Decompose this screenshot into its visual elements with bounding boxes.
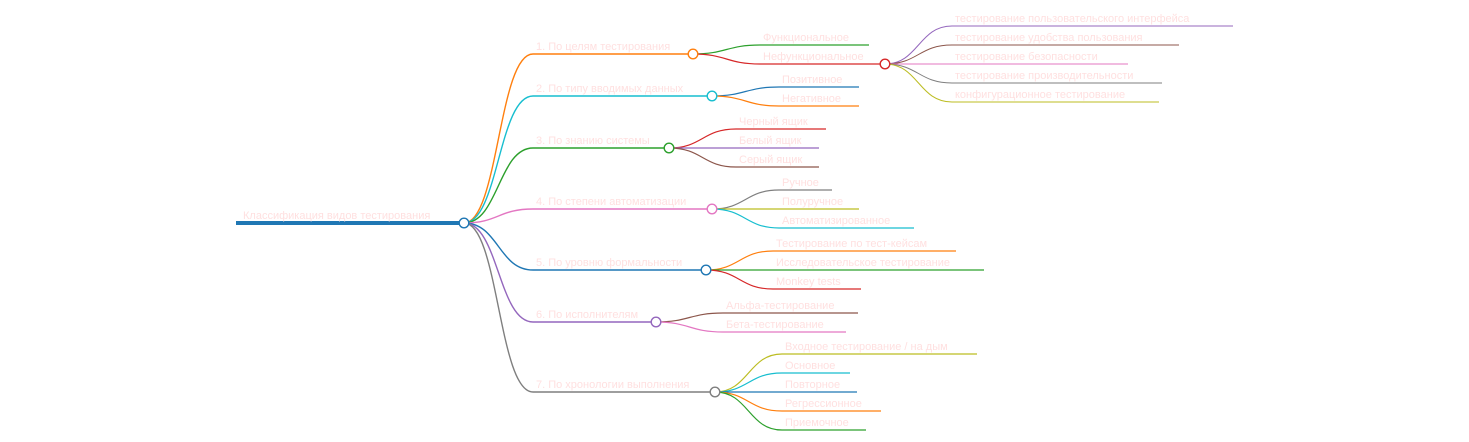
leaf-link [711, 86, 780, 97]
subleaf-link [884, 44, 953, 65]
collapse-knob[interactable] [709, 386, 721, 398]
leaf-label: Автоматизированное [782, 215, 890, 227]
branch-label: 7. По хронологии выполнения [536, 379, 689, 391]
branch-label: 1. По целям тестирования [536, 41, 670, 53]
leaf-link [705, 250, 774, 271]
leaf-link [692, 53, 761, 65]
leaf-link [714, 391, 783, 412]
subleaf-label: тестирование пользовательского интерфейс… [955, 13, 1190, 25]
branch-link [463, 222, 534, 271]
branch-link [463, 208, 534, 224]
leaf-label: Повторное [785, 379, 840, 391]
leaf-label: Функциональное [763, 32, 849, 44]
branch-link [463, 222, 534, 323]
leaf-link [711, 95, 780, 107]
leaf-label: Альфа-тестирование [726, 300, 834, 312]
leaf-label: Негативное [782, 93, 841, 105]
branch-label: 5. По уровню формальности [536, 257, 682, 269]
leaf-label: Monkey tests [776, 276, 841, 288]
leaf-link [655, 312, 724, 323]
branch-link [463, 95, 534, 224]
branch-link [463, 222, 534, 393]
subleaf-link [884, 63, 953, 84]
leaf-label: Регрессионное [785, 398, 862, 410]
leaf-label: Нефункциональное [763, 51, 864, 63]
leaf-label: Белый ящик [739, 135, 802, 147]
branch-link [463, 53, 534, 224]
subleaf-link [884, 25, 953, 65]
branch-label: 2. По типу вводимых данных [536, 83, 684, 95]
leaf-link [668, 128, 737, 149]
collapse-knob[interactable] [687, 48, 699, 60]
branch-label: 3. По знанию системы [536, 135, 650, 147]
leaf-label: Бета-тестирование [726, 319, 824, 331]
leaf-label: Приемочное [785, 417, 849, 429]
collapse-knob[interactable] [663, 142, 675, 154]
collapse-knob[interactable] [879, 58, 891, 70]
subleaf-link [884, 63, 953, 103]
leaf-link [714, 353, 783, 393]
collapse-knob[interactable] [706, 90, 718, 102]
leaf-link [714, 372, 783, 393]
subleaf-label: тестирование удобства пользования [955, 32, 1143, 44]
branch-label: 4. По степени автоматизации [536, 196, 686, 208]
leaf-label: Черный ящик [739, 116, 808, 128]
leaf-label: Серый ящик [739, 154, 802, 166]
leaf-link [692, 44, 761, 55]
collapse-knob[interactable] [650, 316, 662, 328]
leaf-label: Исследовательское тестирование [776, 257, 950, 269]
subleaf-label: тестирование безопасности [955, 51, 1098, 63]
subleaf-label: тестирование производительности [955, 70, 1133, 82]
subleaf-label: конфигурационное тестирование [955, 89, 1125, 101]
leaf-link [668, 147, 737, 168]
root-knob[interactable] [458, 217, 470, 229]
leaf-link [714, 391, 783, 431]
collapse-knob[interactable] [700, 264, 712, 276]
leaf-link [655, 321, 724, 333]
leaf-link [711, 208, 780, 229]
root-label: Классификация видов тестирования [243, 210, 430, 222]
leaf-link [711, 189, 780, 210]
collapse-knob[interactable] [706, 203, 718, 215]
leaf-label: Позитивное [782, 74, 842, 86]
leaf-label: Основное [785, 360, 835, 372]
leaf-label: Полуручное [782, 196, 843, 208]
branch-link [463, 147, 534, 224]
leaf-label: Входное тестирование / на дым [785, 341, 948, 353]
leaf-label: Ручное [782, 177, 819, 189]
leaf-link [705, 269, 774, 290]
leaf-label: Тестирование по тест-кейсам [776, 238, 927, 250]
branch-label: 6. По исполнителям [536, 309, 638, 321]
